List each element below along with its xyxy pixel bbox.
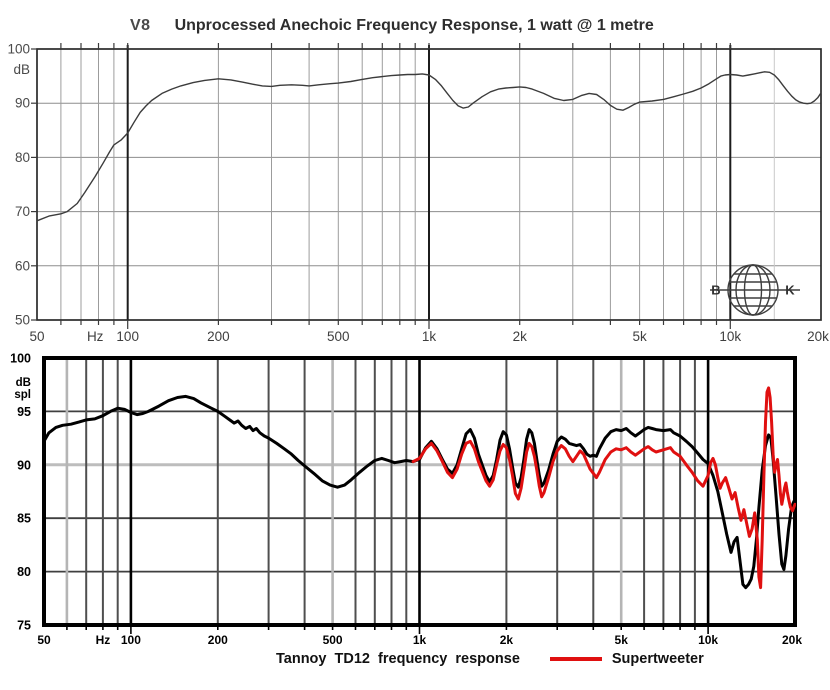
- y-axis-unit-label: dB: [16, 377, 31, 389]
- x-tick-label: 5k: [632, 329, 647, 344]
- x-axis-labels: 50 Hz 100 200 500 1k 2k 5k 10k 20k: [37, 633, 802, 647]
- y-tick-label: 90: [17, 458, 31, 472]
- x-tick-label: Hz: [87, 329, 104, 344]
- y-tick-label: 75: [17, 619, 31, 633]
- x-tick-label: 20k: [807, 329, 829, 344]
- y-tick-label: 90: [15, 96, 30, 111]
- x-axis-labels: 50 Hz 100 200 500 1k 2k 5k 10k 20k: [29, 329, 829, 344]
- x-tick-label: 1k: [422, 329, 437, 344]
- page-title: Unprocessed Anechoic Frequency Response,…: [174, 17, 654, 34]
- bk-logo-letter-b: B: [711, 283, 720, 298]
- model-label: V8: [130, 17, 151, 34]
- top-chart: 100 90 80 70 60 50 dB 50 Hz 100 200 500 1k 2k 5k 10k 20k…: [7, 42, 829, 345]
- supertweeter-legend-swatch: [549, 657, 602, 661]
- x-tick-label: 10k: [719, 329, 741, 344]
- bottom-chart-caption: Tannoy TD12 frequency response: [276, 651, 520, 667]
- x-tick-label: 10k: [698, 633, 718, 647]
- bk-logo-letter-k: K: [785, 283, 795, 298]
- y-tick-label: 80: [15, 150, 30, 165]
- axis-ticks: [66, 625, 709, 634]
- x-tick-label: 200: [207, 329, 230, 344]
- y-tick-label: 100: [7, 42, 30, 57]
- axis-ticks: [31, 43, 731, 329]
- y-tick-label: 95: [17, 405, 31, 419]
- y-axis-unit-label: dB: [13, 62, 30, 77]
- x-tick-label: 200: [208, 633, 228, 647]
- supertweeter-curve: [411, 386, 796, 590]
- vertical-gridlines: [60, 45, 775, 320]
- x-tick-label: 20k: [782, 633, 802, 647]
- x-tick-label: 1k: [413, 633, 427, 647]
- x-tick-label: 500: [327, 329, 350, 344]
- supertweeter-legend-label: Supertweeter: [611, 651, 704, 667]
- x-tick-label: 500: [323, 633, 343, 647]
- y-tick-label: 50: [15, 313, 30, 328]
- v8-anechoic-response-curve: [36, 71, 822, 222]
- chart-header: V8 Unprocessed Anechoic Frequency Respon…: [130, 17, 654, 35]
- x-tick-label: Hz: [96, 633, 111, 647]
- x-tick-label: 5k: [615, 633, 629, 647]
- y-tick-label: 100: [10, 352, 31, 366]
- x-tick-label: 100: [121, 633, 141, 647]
- x-tick-label: 50: [29, 329, 44, 344]
- tannoy-td12-curve: [43, 394, 796, 590]
- y-axis-unit-label: spl: [14, 389, 31, 401]
- x-tick-label: 50: [37, 633, 51, 647]
- y-tick-label: 80: [17, 565, 31, 579]
- x-tick-label: 2k: [500, 633, 514, 647]
- x-tick-label: 2k: [513, 329, 528, 344]
- y-axis-labels: 100 90 80 70 60 50 dB: [7, 42, 30, 328]
- y-tick-label: 70: [15, 204, 30, 219]
- vertical-gridlines: [65, 358, 710, 625]
- bottom-chart-caption-row: Tannoy TD12 frequency response Supertwee…: [276, 651, 704, 667]
- y-tick-label: 60: [15, 258, 30, 273]
- y-tick-label: 85: [17, 512, 31, 526]
- x-tick-label: 100: [116, 329, 139, 344]
- legend: Supertweeter: [549, 651, 704, 667]
